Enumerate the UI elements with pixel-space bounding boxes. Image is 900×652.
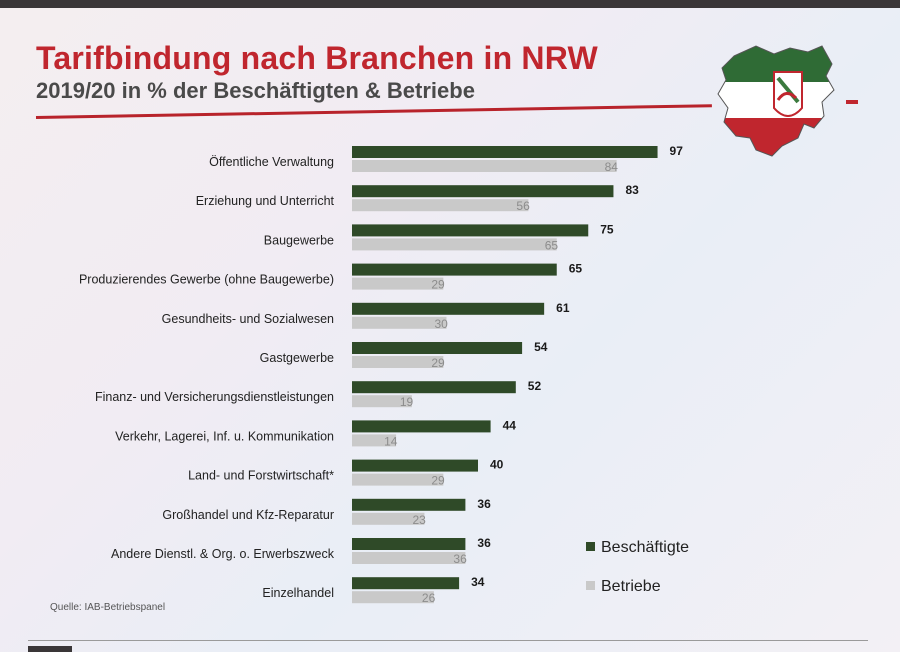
value-label-beschaeftigte-andere-dienstl-org-o-erwerbszweck: 36 — [477, 536, 491, 550]
value-label-beschaeftigte-gesundheits-und-sozialwesen: 61 — [556, 301, 570, 315]
category-label-land-und-forstwirtschaft: Land- und Forstwirtschaft* — [188, 469, 334, 483]
value-label-beschaeftigte-oeffentliche-verwaltung: 97 — [670, 144, 684, 158]
bar-beschaeftigte-erziehung-und-unterricht — [352, 185, 614, 198]
bar-betriebe-einzelhandel — [352, 591, 434, 604]
bar-beschaeftigte-grosshandel-und-kfz-reparatur — [352, 498, 466, 511]
nrw-map-emblem — [717, 45, 835, 157]
value-label-beschaeftigte-verkehr-lagerei-inf-u-kommunikation: 44 — [503, 418, 517, 432]
bar-betriebe-baugewerbe — [352, 238, 557, 251]
legend-item-beschaeftigte: Beschäftigte — [586, 539, 689, 557]
legend-label-betriebe: Betriebe — [601, 578, 661, 595]
value-label-betriebe-andere-dienstl-org-o-erwerbszweck: 36 — [453, 552, 467, 566]
value-label-beschaeftigte-einzelhandel: 34 — [471, 575, 485, 589]
legend-label-beschaeftigte: Beschäftigte — [601, 539, 690, 556]
chart-title: Tarifbindung nach Branchen in NRW — [36, 40, 598, 76]
bar-beschaeftigte-gastgewerbe — [352, 342, 523, 354]
value-label-beschaeftigte-gastgewerbe: 54 — [534, 340, 548, 354]
value-label-betriebe-finanz-und-versicherungsdienstleistungen: 19 — [400, 395, 414, 409]
category-label-finanz-und-versicherungsdienstleistungen: Finanz- und Versicherungsdienstleistunge… — [95, 390, 334, 404]
bar-beschaeftigte-land-und-forstwirtschaft — [352, 459, 478, 472]
value-label-beschaeftigte-land-und-forstwirtschaft: 40 — [490, 458, 504, 472]
footer-rule — [28, 640, 868, 641]
bar-betriebe-andere-dienstl-org-o-erwerbszweck — [352, 552, 466, 564]
value-label-betriebe-oeffentliche-verwaltung: 84 — [605, 160, 619, 174]
value-label-beschaeftigte-produzierendes-gewerbe-ohne-baugewerbe: 65 — [569, 262, 583, 276]
bar-beschaeftigte-andere-dienstl-org-o-erwerbszweck — [352, 538, 466, 550]
category-label-gastgewerbe: Gastgewerbe — [260, 351, 334, 365]
bar-betriebe-gastgewerbe — [352, 356, 444, 368]
footer-logo-mark — [28, 646, 72, 652]
bar-beschaeftigte-baugewerbe — [352, 224, 589, 237]
category-label-einzelhandel: Einzelhandel — [262, 586, 334, 600]
bar-beschaeftigte-oeffentliche-verwaltung — [352, 146, 658, 158]
value-label-beschaeftigte-grosshandel-und-kfz-reparatur: 36 — [477, 497, 491, 511]
value-label-betriebe-verkehr-lagerei-inf-u-kommunikation: 14 — [384, 434, 398, 448]
bar-beschaeftigte-gesundheits-und-sozialwesen — [352, 302, 545, 315]
bar-betriebe-verkehr-lagerei-inf-u-kommunikation — [352, 434, 397, 447]
accent-dash — [846, 100, 858, 104]
value-label-beschaeftigte-finanz-und-versicherungsdienstleistungen: 52 — [528, 379, 542, 393]
legend-item-betriebe: Betriebe — [586, 578, 661, 596]
bar-beschaeftigte-finanz-und-versicherungsdienstleistungen — [352, 381, 516, 394]
bar-betriebe-gesundheits-und-sozialwesen — [352, 316, 447, 329]
value-label-betriebe-land-und-forstwirtschaft: 29 — [431, 474, 445, 488]
bar-beschaeftigte-produzierendes-gewerbe-ohne-baugewerbe — [352, 263, 557, 276]
bar-betriebe-grosshandel-und-kfz-reparatur — [352, 512, 425, 525]
bar-betriebe-finanz-und-versicherungsdienstleistungen — [352, 395, 412, 408]
value-label-betriebe-grosshandel-und-kfz-reparatur: 23 — [412, 513, 426, 527]
category-label-produzierendes-gewerbe-ohne-baugewerbe: Produzierendes Gewerbe (ohne Baugewerbe) — [79, 273, 334, 287]
category-label-baugewerbe: Baugewerbe — [264, 233, 334, 247]
value-label-betriebe-baugewerbe: 65 — [545, 238, 559, 252]
value-label-betriebe-gesundheits-und-sozialwesen: 30 — [435, 317, 449, 331]
chart-subtitle: 2019/20 in % der Beschäftigten & Betrieb… — [36, 78, 475, 103]
bar-beschaeftigte-verkehr-lagerei-inf-u-kommunikation — [352, 420, 491, 433]
category-label-oeffentliche-verwaltung: Öffentliche Verwaltung — [209, 155, 334, 169]
value-label-beschaeftigte-baugewerbe: 75 — [600, 222, 614, 236]
value-label-beschaeftigte-erziehung-und-unterricht: 83 — [625, 183, 639, 197]
legend-swatch-betriebe — [586, 581, 595, 590]
category-label-erziehung-und-unterricht: Erziehung und Unterricht — [196, 194, 335, 208]
value-label-betriebe-erziehung-und-unterricht: 56 — [516, 199, 530, 213]
source-note: Quelle: IAB-Betriebspanel — [50, 602, 166, 613]
bar-betriebe-land-und-forstwirtschaft — [352, 473, 444, 486]
bar-beschaeftigte-einzelhandel — [352, 577, 460, 590]
legend-swatch-beschaeftigte — [586, 542, 595, 551]
category-label-andere-dienstl-org-o-erwerbszweck: Andere Dienstl. & Org. o. Erwerbszweck — [111, 547, 335, 561]
value-label-betriebe-einzelhandel: 26 — [422, 591, 436, 605]
value-label-betriebe-produzierendes-gewerbe-ohne-baugewerbe: 29 — [431, 278, 445, 292]
category-label-gesundheits-und-sozialwesen: Gesundheits- und Sozialwesen — [162, 312, 334, 326]
category-label-grosshandel-und-kfz-reparatur: Großhandel und Kfz-Reparatur — [162, 508, 334, 522]
category-label-verkehr-lagerei-inf-u-kommunikation: Verkehr, Lagerei, Inf. u. Kommunikation — [115, 429, 334, 443]
top-band — [0, 0, 900, 8]
bar-betriebe-produzierendes-gewerbe-ohne-baugewerbe — [352, 277, 444, 290]
value-label-betriebe-gastgewerbe: 29 — [431, 356, 445, 370]
bar-betriebe-oeffentliche-verwaltung — [352, 160, 617, 172]
bar-betriebe-erziehung-und-unterricht — [352, 199, 529, 212]
